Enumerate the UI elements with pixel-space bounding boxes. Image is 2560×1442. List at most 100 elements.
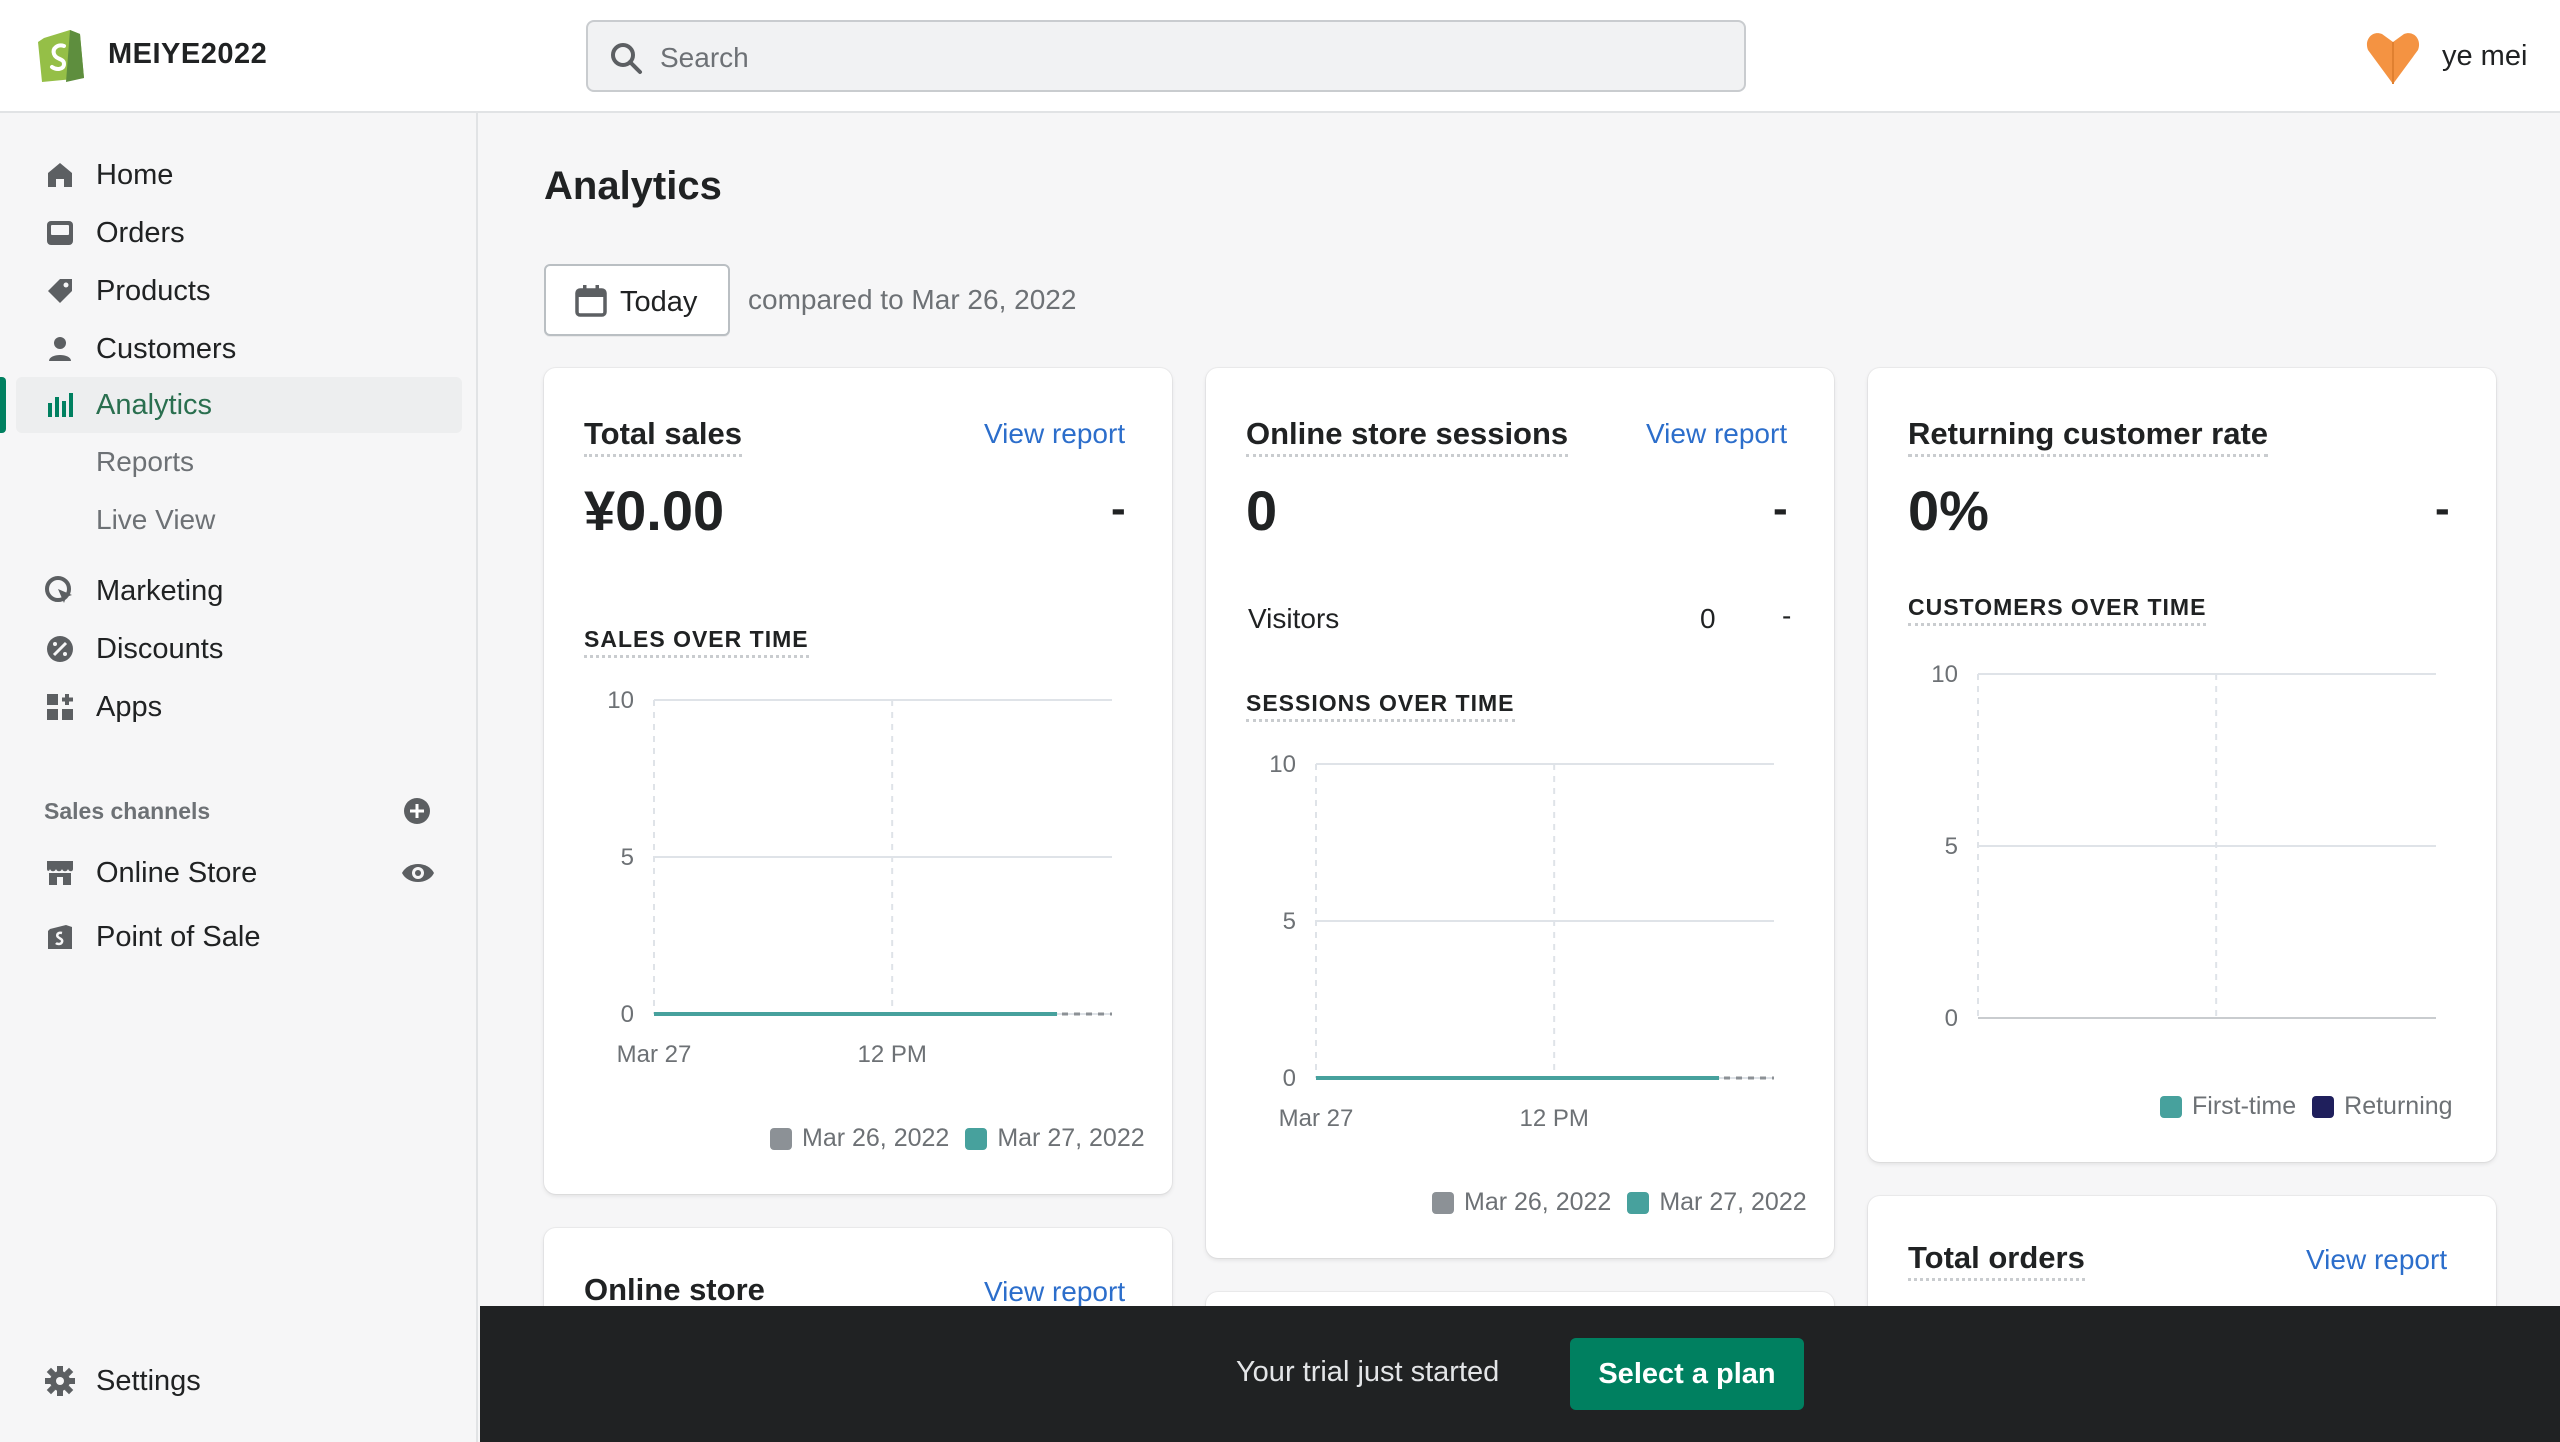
view-report-link[interactable]: View report <box>1646 418 1788 449</box>
home-icon <box>48 163 72 187</box>
metric-change: - <box>2435 484 2450 533</box>
view-report-link[interactable]: View report <box>2306 1244 2448 1275</box>
card-title[interactable]: Total sales <box>584 416 742 457</box>
legend-label: Mar 27, 2022 <box>1659 1188 1807 1216</box>
sidebar-item-point-of-sale[interactable]: Point of Sale <box>16 909 462 965</box>
sidebar-item-apps[interactable]: Apps <box>16 679 462 735</box>
legend-item: Mar 27, 2022 <box>965 1124 1145 1153</box>
card-title[interactable]: Total orders <box>1908 1240 2085 1281</box>
legend-item: Mar 27, 2022 <box>1627 1188 1807 1217</box>
sidebar-item-customers[interactable]: Customers <box>16 321 462 377</box>
compare-text: compared to Mar 26, 2022 <box>748 284 1077 315</box>
legend-swatch <box>1432 1191 1454 1214</box>
sidebar-item-label: Online Store <box>96 856 258 889</box>
legend-label: First-time <box>2192 1092 2297 1120</box>
eye-icon[interactable] <box>400 859 436 887</box>
sidebar-subitem-reports[interactable]: Reports <box>96 446 195 477</box>
legend-item: First-time <box>2160 1092 2296 1121</box>
shopify-logo-icon[interactable] <box>36 24 86 82</box>
orders-icon <box>47 221 73 245</box>
sidebar-item-online-store[interactable]: Online Store <box>16 845 462 901</box>
y-tick-label: 5 <box>1945 833 1958 860</box>
sidebar-item-analytics[interactable]: Analytics <box>0 377 462 433</box>
y-tick-label: 0 <box>1945 1005 1958 1032</box>
legend-swatch <box>965 1127 988 1150</box>
apps-icon <box>47 694 73 720</box>
sessions-over-time-chart: 0 5 10 Mar 27 12 PM <box>1269 751 1774 1132</box>
legend-label: Mar 26, 2022 <box>1464 1188 1612 1216</box>
metric-value: 0 <box>1246 479 1278 542</box>
chart-title[interactable]: SALES OVER TIME <box>584 626 809 658</box>
sidebar-item-discounts[interactable]: Discounts <box>16 621 462 677</box>
card-title[interactable]: Online store sessions <box>1246 416 1569 457</box>
top-bar: MEIYE2022 Search ye mei <box>0 0 2560 113</box>
legend-item: Mar 26, 2022 <box>770 1124 949 1153</box>
y-tick-label: 0 <box>1283 1065 1296 1092</box>
add-channel-icon[interactable] <box>402 796 432 826</box>
x-tick-label: Mar 27 <box>1941 1045 2016 1046</box>
card-title[interactable]: Returning customer rate <box>1908 416 2269 457</box>
person-icon <box>49 337 71 361</box>
legend-swatch <box>2312 1095 2335 1118</box>
sidebar-item-marketing[interactable]: Marketing <box>16 563 462 619</box>
sidebar-item-settings[interactable]: Settings <box>16 1353 462 1409</box>
analytics-icon <box>48 393 73 417</box>
sales-over-time-chart: 0 5 10 Mar 27 12 PM <box>607 687 1112 1068</box>
select-plan-button[interactable]: Select a plan <box>1570 1338 1804 1410</box>
sidebar-item-label: Settings <box>96 1364 201 1397</box>
chart-title[interactable]: CUSTOMERS OVER TIME <box>1908 594 2207 626</box>
search-input[interactable]: Search <box>586 20 1746 92</box>
y-tick-label: 10 <box>607 687 634 714</box>
chart-title[interactable]: SESSIONS OVER TIME <box>1246 690 1515 722</box>
sidebar-item-label: Discounts <box>96 632 224 665</box>
legend-label: Mar 26, 2022 <box>802 1124 950 1152</box>
x-tick-label: 12 PM <box>1519 1105 1588 1132</box>
y-tick-label: 10 <box>1269 751 1296 778</box>
x-tick-label: 12 PM <box>2181 1045 2250 1046</box>
sidebar-item-home[interactable]: Home <box>16 147 462 203</box>
metric-change: - <box>1773 484 1788 533</box>
customers-over-time-chart: 0 5 10 Mar 27 12 PM <box>1931 661 2436 1046</box>
y-tick-label: 10 <box>1931 661 1958 688</box>
y-tick-label: 0 <box>621 1001 634 1028</box>
legend-label: Returning <box>2344 1092 2453 1120</box>
sidebar-subitem-live-view[interactable]: Live View <box>96 504 216 535</box>
metric-change: - <box>1111 484 1126 533</box>
legend-swatch <box>2160 1095 2182 1118</box>
sidebar-item-label: Customers <box>96 332 237 365</box>
sidebar-item-label: Marketing <box>96 574 224 607</box>
search-icon <box>611 43 642 74</box>
x-tick-label: Mar 27 <box>1279 1105 1354 1132</box>
user-name[interactable]: ye mei <box>2442 40 2528 72</box>
sidebar-item-products[interactable]: Products <box>16 263 462 319</box>
sidebar-item-orders[interactable]: Orders <box>16 205 462 261</box>
sales-channels-label: Sales channels <box>44 798 211 824</box>
legend-item: Mar 26, 2022 <box>1432 1188 1611 1217</box>
y-tick-label: 5 <box>621 844 634 871</box>
store-name[interactable]: MEIYE2022 <box>108 38 268 70</box>
visitors-value: 0 <box>1700 603 1716 634</box>
date-range-label: Today <box>620 286 698 318</box>
sidebar-item-label: Products <box>96 274 211 307</box>
visitors-label: Visitors <box>1248 603 1340 634</box>
sidebar-item-label: Point of Sale <box>96 920 261 953</box>
view-report-link[interactable]: View report <box>984 418 1126 449</box>
view-report-link[interactable]: View report <box>984 1276 1126 1307</box>
legend-label: Mar 27, 2022 <box>997 1124 1145 1152</box>
legend-swatch <box>1627 1191 1650 1214</box>
sidebar: Home Orders Products Customers Analytics… <box>0 113 478 1442</box>
page-title: Analytics <box>544 164 722 208</box>
legend-item: Returning <box>2312 1092 2453 1121</box>
sidebar-item-label: Home <box>96 158 174 191</box>
active-indicator <box>0 377 6 433</box>
avatar[interactable] <box>2364 28 2422 84</box>
search-placeholder: Search <box>660 42 749 73</box>
metric-value: 0% <box>1908 479 1989 542</box>
x-tick-label: Mar 27 <box>617 1041 692 1068</box>
date-range-button[interactable]: Today <box>544 264 730 336</box>
chart-legend: Mar 26, 2022 Mar 27, 2022 <box>754 1124 1145 1153</box>
chart-legend: First-time Returning <box>2144 1092 2453 1121</box>
online-store-sessions-card: Online store sessions View report 0 - Vi… <box>1206 368 1834 1258</box>
total-sales-card: Total sales View report ¥0.00 - SALES OV… <box>544 368 1172 1194</box>
x-tick-label: 12 PM <box>857 1041 926 1068</box>
